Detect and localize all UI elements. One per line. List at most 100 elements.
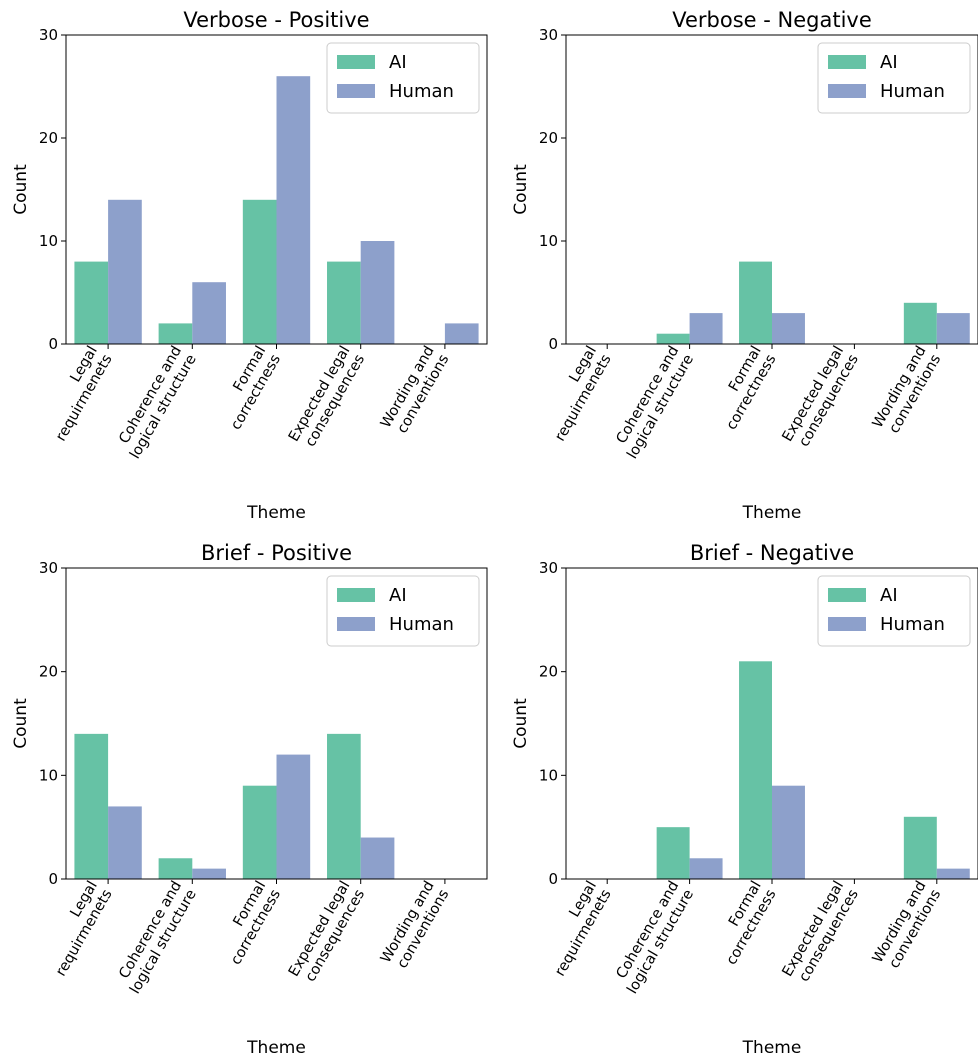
y-tick-label: 30 — [39, 559, 58, 577]
x-axis-label: Theme — [742, 503, 802, 523]
y-axis-label: Count — [11, 698, 31, 749]
y-axis-label: Count — [511, 698, 531, 749]
x-axis-label: Theme — [246, 1038, 306, 1058]
legend: AI Human — [817, 42, 971, 114]
bar-human — [772, 313, 805, 344]
x-tick-label: Formalcorrectness — [709, 879, 780, 968]
x-axis-label: Theme — [742, 1038, 802, 1058]
bar-ai — [74, 733, 109, 879]
bar-human — [936, 868, 970, 879]
x-tick-label: Formalcorrectness — [213, 344, 284, 433]
legend-swatch-ai — [828, 55, 866, 69]
legend-swatch-ai — [337, 588, 375, 602]
y-tick-label: 0 — [548, 870, 558, 888]
x-tick-label: Legalrequirmenets — [538, 344, 615, 445]
y-tick-label: 30 — [539, 559, 558, 577]
x-tick-label: Legalrequirmenets — [538, 879, 615, 980]
x-tick-label: Expected legalconsequences — [286, 879, 368, 988]
bar-human — [276, 76, 311, 344]
bar-ai — [739, 661, 772, 879]
y-tick-label: 10 — [39, 232, 58, 250]
x-tick-label: Wording andconventions — [378, 344, 452, 440]
chart-title: Brief - Positive — [201, 541, 352, 565]
bar-human — [444, 323, 479, 344]
x-tick-label: Formalcorrectness — [709, 344, 780, 433]
bar-ai — [656, 333, 690, 344]
legend: AI Human — [326, 575, 480, 647]
bar-human — [936, 313, 970, 344]
legend: AI Human — [326, 42, 480, 114]
legend-label: AI — [389, 52, 407, 73]
chart-title: Verbose - Negative — [672, 8, 872, 32]
bar-human — [108, 199, 142, 344]
bar-human — [360, 241, 395, 344]
x-tick-label: Coherence andlogical structure — [610, 878, 697, 996]
legend-swatch-ai — [828, 588, 866, 602]
y-tick-label: 20 — [539, 129, 558, 147]
x-tick-label: Legalrequirmenets — [38, 344, 115, 445]
y-tick-label: 10 — [39, 766, 58, 784]
bar-human — [689, 858, 723, 879]
x-tick-label: Coherence andlogical structure — [610, 343, 697, 461]
y-tick-label: 0 — [48, 335, 58, 353]
y-tick-label: 10 — [539, 766, 558, 784]
y-tick-label: 20 — [539, 663, 558, 681]
x-tick-label: Wording andconventions — [870, 344, 944, 440]
y-axis-label: Count — [11, 164, 31, 215]
bar-human — [772, 785, 805, 879]
bar-ai — [74, 261, 109, 344]
x-tick-label: Legalrequirmenets — [38, 879, 115, 980]
bar-human — [192, 282, 226, 344]
y-tick-label: 20 — [39, 129, 58, 147]
bar-ai — [903, 816, 937, 879]
x-tick-label: Formalcorrectness — [213, 879, 284, 968]
bar-human — [192, 868, 226, 879]
legend-label: Human — [880, 614, 945, 635]
x-tick-label: Expected legalconsequences — [286, 344, 368, 453]
legend-swatch-human — [828, 84, 866, 98]
bar-ai — [327, 261, 361, 344]
x-tick-label: Coherence andlogical structure — [112, 343, 199, 461]
bar-ai — [242, 199, 277, 344]
y-tick-label: 10 — [539, 232, 558, 250]
legend: AI Human — [817, 575, 971, 647]
bar-ai — [158, 323, 193, 344]
legend-label: Human — [389, 614, 454, 635]
chart-title: Verbose - Positive — [183, 8, 369, 32]
x-tick-label: Wording andconventions — [378, 879, 452, 975]
legend-swatch-ai — [337, 55, 375, 69]
y-tick-label: 20 — [39, 663, 58, 681]
x-tick-label: Expected legalconsequences — [780, 879, 862, 988]
bar-ai — [327, 733, 361, 879]
legend-swatch-human — [337, 617, 375, 631]
chart-title: Brief - Negative — [690, 541, 854, 565]
x-tick-label: Coherence andlogical structure — [112, 878, 199, 996]
bar-human — [689, 313, 723, 344]
x-tick-label: Wording andconventions — [870, 879, 944, 975]
y-axis-label: Count — [511, 164, 531, 215]
legend-swatch-human — [337, 84, 375, 98]
bar-ai — [903, 302, 937, 344]
bar-human — [108, 806, 142, 879]
bar-ai — [656, 827, 690, 879]
y-tick-label: 0 — [548, 335, 558, 353]
bar-ai — [158, 858, 193, 879]
y-tick-label: 30 — [539, 26, 558, 44]
bar-human — [360, 837, 395, 879]
bar-human — [276, 754, 311, 879]
y-tick-label: 30 — [39, 26, 58, 44]
legend-label: AI — [880, 52, 898, 73]
legend-label: Human — [389, 81, 454, 102]
bar-ai — [242, 785, 277, 879]
legend-label: AI — [880, 585, 898, 606]
y-tick-label: 0 — [48, 870, 58, 888]
bar-ai — [739, 261, 772, 344]
legend-swatch-human — [828, 617, 866, 631]
legend-label: Human — [880, 81, 945, 102]
x-tick-label: Expected legalconsequences — [780, 344, 862, 453]
